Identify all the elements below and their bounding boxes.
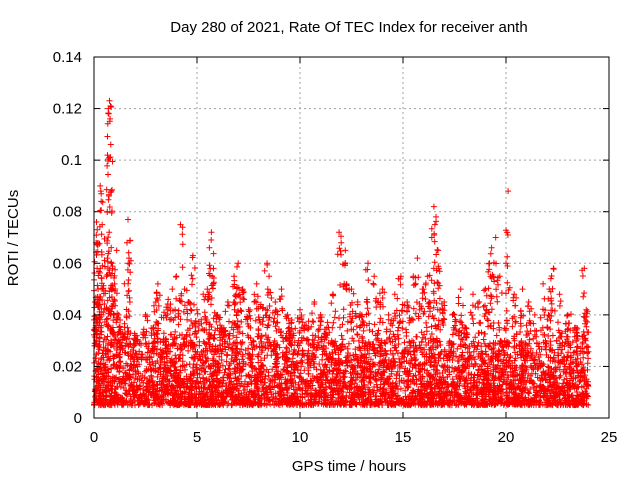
y-tick-label: 0.04 (53, 307, 82, 324)
x-tick-label: 5 (193, 429, 201, 446)
x-tick-label: 25 (601, 429, 618, 446)
y-tick-label: 0.08 (53, 204, 82, 221)
y-tick-label: 0.1 (61, 152, 82, 169)
roti-scatter-markers (91, 97, 592, 409)
y-tick-label: 0.06 (53, 255, 82, 272)
y-axis-label: ROTI / TECUs (5, 190, 22, 286)
chart-title: Day 280 of 2021, Rate Of TEC Index for r… (170, 19, 527, 36)
x-tick-label: 10 (292, 429, 309, 446)
x-tick-label: 15 (395, 429, 412, 446)
y-tick-label: 0.14 (53, 49, 82, 66)
plot-frame (93, 56, 610, 419)
y-tick-label: 0.12 (53, 101, 82, 118)
x-tick-label: 0 (90, 429, 98, 446)
x-tick-label: 20 (498, 429, 515, 446)
y-tick-label: 0 (74, 410, 82, 427)
y-tick-label: 0.02 (53, 358, 82, 375)
axes-layer: 0 5 10 15 20 25 0 0.02 0.04 0.06 0.08 0.1 0.12 0.14 (53, 49, 618, 446)
x-axis-label: GPS time / hours (292, 458, 406, 475)
data-points (91, 97, 592, 409)
